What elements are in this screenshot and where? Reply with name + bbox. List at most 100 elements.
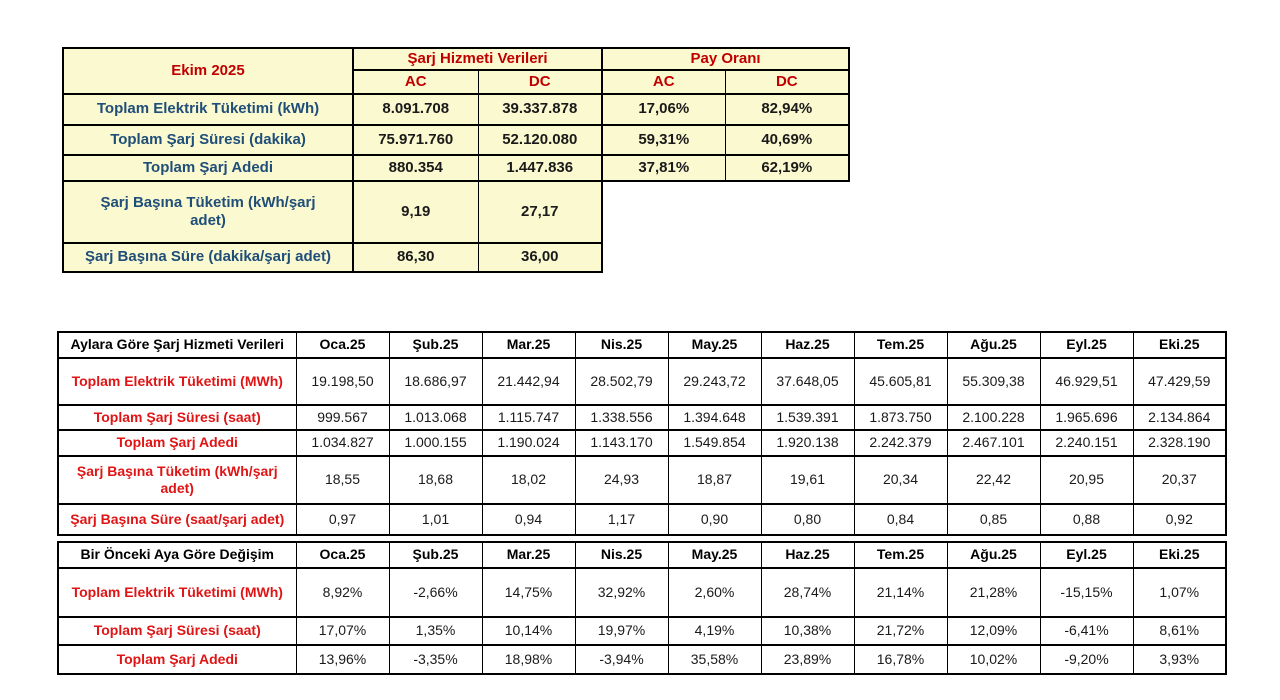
row-label: Şarj Başına Süre (saat/şarj adet)	[57, 503, 297, 536]
value-cell: 0,97	[295, 503, 390, 536]
value-cell: 19,61	[760, 455, 855, 505]
value-cell: 18,55	[295, 455, 390, 505]
value-cell: 3,93%	[1132, 644, 1227, 675]
month-header: Eyl.25	[1039, 541, 1134, 569]
value-cell: 19.198,50	[295, 357, 390, 406]
table-row: Şarj Başına Süre (saat/şarj adet) 0,97 1,0…	[57, 503, 1227, 536]
value-cell: 18,98%	[481, 644, 576, 675]
value-cell: 1.447.836	[477, 154, 603, 182]
value-cell: 0,80	[760, 503, 855, 536]
value-cell: 0,85	[946, 503, 1041, 536]
value-cell: 880.354	[352, 154, 479, 182]
change-table: Bir Önceki Aya Göre Değişim Oca.25 Şub.25…	[57, 541, 1227, 675]
value-cell: 10,14%	[481, 616, 576, 646]
table-row: Toplam Şarj Süresi (saat) 999.567 1.013.06…	[57, 404, 1227, 431]
value-cell: 24,93	[574, 455, 669, 505]
value-cell: 8.091.708	[352, 93, 479, 126]
table-row: Şarj Başına Tüketim (kWh/şarj adet) 9,19 2…	[62, 180, 849, 244]
month-header: Nis.25	[574, 331, 669, 359]
summary-title: Ekim 2025	[62, 47, 354, 95]
value-cell: 37,81%	[601, 154, 726, 182]
value-cell: 2,60%	[667, 567, 762, 618]
value-cell: 13,96%	[295, 644, 390, 675]
subheader-ac: AC	[601, 69, 726, 95]
value-cell: 28,74%	[760, 567, 855, 618]
value-cell: 55.309,38	[946, 357, 1041, 406]
month-header: Ağu.25	[946, 541, 1041, 569]
value-cell: 22,42	[946, 455, 1041, 505]
month-header: Nis.25	[574, 541, 669, 569]
row-label: Şarj Başına Tüketim (kWh/şarj adet)	[62, 180, 354, 244]
value-cell: 1,17	[574, 503, 669, 536]
value-cell: 39.337.878	[477, 93, 603, 126]
value-cell: 0,92	[1132, 503, 1227, 536]
value-cell: 52.120.080	[477, 124, 603, 156]
value-cell: 1.920.138	[760, 429, 855, 457]
month-header: May.25	[667, 331, 762, 359]
value-cell: 2.242.379	[853, 429, 948, 457]
table-row: Şarj Başına Süre (dakika/şarj adet) 86,30…	[62, 242, 849, 273]
value-cell: 1.338.556	[574, 404, 669, 431]
value-cell: 21,72%	[853, 616, 948, 646]
value-cell: 18.686,97	[388, 357, 483, 406]
value-cell: 1.115.747	[481, 404, 576, 431]
value-cell: 21.442,94	[481, 357, 576, 406]
summary-group-header-row: Ekim 2025 Şarj Hizmeti Verileri Pay Oran…	[62, 47, 851, 95]
value-cell: 32,92%	[574, 567, 669, 618]
row-label: Toplam Şarj Adedi	[62, 154, 354, 182]
value-cell: 1.034.827	[295, 429, 390, 457]
value-cell: 29.243,72	[667, 357, 762, 406]
value-cell: 75.971.760	[352, 124, 479, 156]
value-cell: 36,00	[477, 242, 604, 273]
value-cell: 18,87	[667, 455, 762, 505]
change-header-row: Bir Önceki Aya Göre Değişim Oca.25 Şub.25…	[57, 541, 1227, 569]
month-header: Ağu.25	[946, 331, 1041, 359]
value-cell: 8,92%	[295, 567, 390, 618]
summary-table: Ekim 2025 Şarj Hizmeti Verileri Pay Oran…	[62, 47, 851, 273]
value-cell: 19,97%	[574, 616, 669, 646]
value-cell: 45.605,81	[853, 357, 948, 406]
value-cell: 10,02%	[946, 644, 1041, 675]
group-header-sarj-hizmeti: Şarj Hizmeti Verileri	[351, 47, 603, 71]
value-cell: 1.013.068	[388, 404, 483, 431]
row-label: Toplam Şarj Adedi	[57, 644, 297, 675]
value-cell: 86,30	[352, 242, 479, 273]
month-header: Mar.25	[481, 541, 576, 569]
table-row: Toplam Şarj Süresi (saat) 17,07% 1,35% 10,1…	[57, 616, 1227, 646]
value-cell: 1.000.155	[388, 429, 483, 457]
row-label: Toplam Elektrik Tüketimi (MWh)	[57, 567, 297, 618]
table-row: Toplam Şarj Adedi 880.354 1.447.836 37,81% 6…	[62, 154, 851, 182]
value-cell: -15,15%	[1039, 567, 1134, 618]
value-cell: 1.143.170	[574, 429, 669, 457]
value-cell: 35,58%	[667, 644, 762, 675]
value-cell: 0,90	[667, 503, 762, 536]
row-label: Toplam Elektrik Tüketimi (kWh)	[62, 93, 354, 126]
value-cell: -9,20%	[1039, 644, 1134, 675]
value-cell: 2.467.101	[946, 429, 1041, 457]
month-header: Eki.25	[1132, 331, 1227, 359]
value-cell: 1.965.696	[1039, 404, 1134, 431]
row-label: Şarj Başına Süre (dakika/şarj adet)	[62, 242, 354, 273]
value-cell: 18,02	[481, 455, 576, 505]
value-cell: 999.567	[295, 404, 390, 431]
value-cell: 1,35%	[388, 616, 483, 646]
month-header: Eki.25	[1132, 541, 1227, 569]
monthly-table: Aylara Göre Şarj Hizmeti Verileri Oca.25…	[57, 331, 1227, 536]
value-cell: -3,94%	[574, 644, 669, 675]
monthly-table-title: Aylara Göre Şarj Hizmeti Verileri	[57, 331, 297, 359]
value-cell: 1.873.750	[853, 404, 948, 431]
table-row: Toplam Elektrik Tüketimi (MWh) 8,92% -2,66…	[57, 567, 1227, 618]
value-cell: 17,06%	[601, 93, 726, 126]
value-cell: 1.394.648	[667, 404, 762, 431]
value-cell: 14,75%	[481, 567, 576, 618]
value-cell: -6,41%	[1039, 616, 1134, 646]
row-label: Şarj Başına Tüketim (kWh/şarj adet)	[57, 455, 297, 505]
value-cell: 1.539.391	[760, 404, 855, 431]
month-header: Haz.25	[760, 331, 855, 359]
subheader-ac: AC	[352, 69, 479, 95]
value-cell: 47.429,59	[1132, 357, 1227, 406]
table-row: Toplam Elektrik Tüketimi (MWh) 19.198,50 1…	[57, 357, 1227, 406]
value-cell: 21,14%	[853, 567, 948, 618]
value-cell: 9,19	[352, 180, 479, 244]
table-row: Toplam Elektrik Tüketimi (kWh) 8.091.708 3…	[62, 93, 851, 126]
